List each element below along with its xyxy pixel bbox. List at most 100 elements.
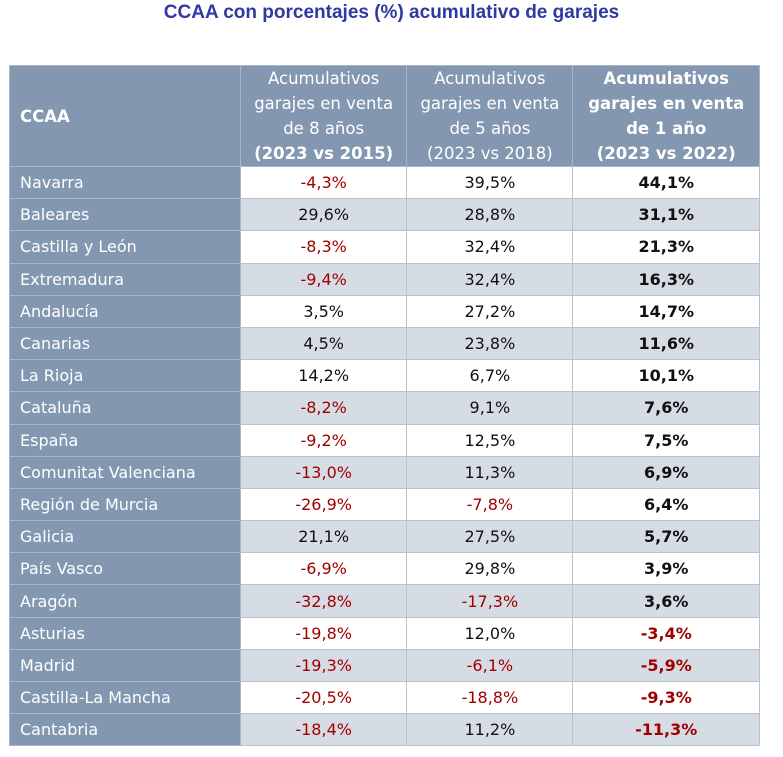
value-cell: 39,5%: [406, 165, 574, 200]
region-name: Galicia: [9, 520, 241, 554]
table-row: Castilla y León -8,3% 32,4% 21,3%: [9, 230, 760, 264]
header-line: Acumulativos: [603, 69, 729, 88]
value-cell: -18,8%: [406, 680, 574, 715]
value-cell: -9,2%: [239, 423, 408, 457]
value-cell: 14,7%: [572, 294, 760, 328]
header-line: (2023 vs 2022): [596, 144, 736, 163]
value-cell: -13,0%: [239, 455, 408, 489]
value-cell: 11,3%: [406, 455, 574, 489]
region-name: Asturias: [9, 616, 241, 650]
table-row: Cataluña -8,2% 9,1% 7,6%: [9, 391, 760, 425]
header-8-years: Acumulativos garajes en venta de 8 años (20…: [239, 65, 408, 167]
region-name: Aragón: [9, 584, 241, 618]
region-name: Comunitat Valenciana: [9, 455, 241, 489]
table-row: Andalucía 3,5% 27,2% 14,7%: [9, 294, 760, 328]
header-row: CCAA Acumulativos garajes en venta de 8 añ…: [9, 65, 760, 167]
value-cell: -4,3%: [239, 165, 408, 200]
value-cell: 31,1%: [572, 198, 760, 232]
region-name: La Rioja: [9, 359, 241, 393]
value-cell: -26,9%: [239, 487, 408, 522]
value-cell: 11,6%: [572, 326, 760, 361]
header-line: Acumulativos: [434, 69, 546, 88]
value-cell: -11,3%: [572, 713, 760, 747]
table-row: País Vasco -6,9% 29,8% 3,9%: [9, 552, 760, 586]
region-name: Madrid: [9, 648, 241, 683]
value-cell: 21,1%: [239, 520, 408, 554]
value-cell: 14,2%: [239, 359, 408, 393]
region-name: País Vasco: [9, 552, 241, 586]
region-name: España: [9, 423, 241, 457]
value-cell: -19,8%: [239, 616, 408, 650]
value-cell: 21,3%: [572, 230, 760, 264]
value-cell: 16,3%: [572, 262, 760, 296]
value-cell: -6,1%: [406, 648, 574, 683]
value-cell: -6,9%: [239, 552, 408, 586]
region-name: Andalucía: [9, 294, 241, 328]
value-cell: 12,0%: [406, 616, 574, 650]
value-cell: 4,5%: [239, 326, 408, 361]
value-cell: -19,3%: [239, 648, 408, 683]
value-cell: -9,3%: [572, 680, 760, 715]
page-title: CCAA con porcentajes (%) acumulativo de …: [163, 2, 620, 23]
region-name: Cataluña: [9, 391, 241, 425]
ccaa-table: CCAA Acumulativos garajes en venta de 8 añ…: [9, 65, 760, 747]
table-row: La Rioja 14,2% 6,7% 10,1%: [9, 359, 760, 393]
header-line: garajes en venta: [588, 94, 745, 113]
value-cell: 11,2%: [406, 713, 574, 747]
value-cell: -32,8%: [239, 584, 408, 618]
value-cell: 27,5%: [406, 520, 574, 554]
table-row: Región de Murcia -26,9% -7,8% 6,4%: [9, 487, 760, 522]
table-row: Galicia 21,1% 27,5% 5,7%: [9, 520, 760, 554]
value-cell: 23,8%: [406, 326, 574, 361]
region-name: Extremadura: [9, 262, 241, 296]
table-row: Castilla-La Mancha -20,5% -18,8% -9,3%: [9, 680, 760, 715]
value-cell: 29,6%: [239, 198, 408, 232]
value-cell: 9,1%: [406, 391, 574, 425]
value-cell: 5,7%: [572, 520, 760, 554]
value-cell: 32,4%: [406, 230, 574, 264]
header-ccaa: CCAA: [9, 65, 241, 167]
value-cell: 27,2%: [406, 294, 574, 328]
value-cell: 7,6%: [572, 391, 760, 425]
header-line: garajes en venta: [254, 94, 394, 113]
value-cell: -7,8%: [406, 487, 574, 522]
value-cell: -20,5%: [239, 680, 408, 715]
value-cell: 6,7%: [406, 359, 574, 393]
header-line: de 5 años: [449, 119, 531, 138]
table-row: Baleares 29,6% 28,8% 31,1%: [9, 198, 760, 232]
value-cell: 12,5%: [406, 423, 574, 457]
table-row: Madrid -19,3% -6,1% -5,9%: [9, 648, 760, 683]
value-cell: 7,5%: [572, 423, 760, 457]
region-name: Canarias: [9, 326, 241, 361]
region-name: Castilla y León: [9, 230, 241, 264]
table-row: Navarra -4,3% 39,5% 44,1%: [9, 165, 760, 200]
region-name: Cantabria: [9, 713, 241, 747]
header-1-year: Acumulativos garajes en venta de 1 año (202…: [572, 65, 760, 167]
value-cell: 32,4%: [406, 262, 574, 296]
value-cell: 6,4%: [572, 487, 760, 522]
value-cell: -17,3%: [406, 584, 574, 618]
header-line: de 8 años: [283, 119, 365, 138]
header-line: de 1 año: [626, 119, 707, 138]
table-row: Asturias -19,8% 12,0% -3,4%: [9, 616, 760, 650]
region-name: Baleares: [9, 198, 241, 232]
header-5-years: Acumulativos garajes en venta de 5 años (20…: [406, 65, 574, 167]
region-name: Castilla-La Mancha: [9, 680, 241, 715]
value-cell: -8,2%: [239, 391, 408, 425]
table-row: Cantabria -18,4% 11,2% -11,3%: [9, 713, 760, 747]
region-name: Navarra: [9, 165, 241, 200]
value-cell: -3,4%: [572, 616, 760, 650]
value-cell: 10,1%: [572, 359, 760, 393]
value-cell: 3,5%: [239, 294, 408, 328]
value-cell: -18,4%: [239, 713, 408, 747]
header-line: Acumulativos: [268, 69, 380, 88]
header-line: (2023 vs 2018): [427, 144, 553, 163]
table-row: Aragón -32,8% -17,3% 3,6%: [9, 584, 760, 618]
value-cell: 28,8%: [406, 198, 574, 232]
value-cell: -5,9%: [572, 648, 760, 683]
table-row: Comunitat Valenciana -13,0% 11,3% 6,9%: [9, 455, 760, 489]
table-row: España -9,2% 12,5% 7,5%: [9, 423, 760, 457]
value-cell: 3,9%: [572, 552, 760, 586]
value-cell: 6,9%: [572, 455, 760, 489]
region-name: Región de Murcia: [9, 487, 241, 522]
